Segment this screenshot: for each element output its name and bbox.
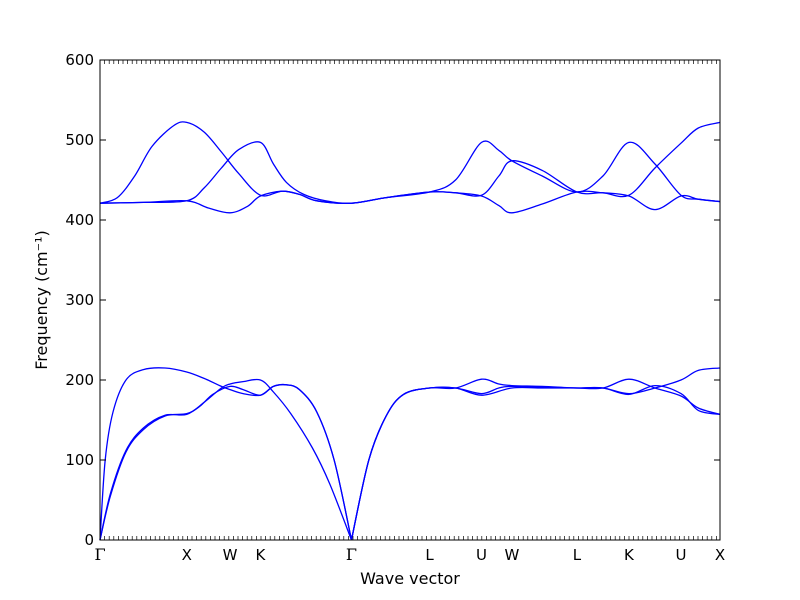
y-tick-label: 500 <box>65 131 94 149</box>
y-axis-label: Frequency (cm⁻¹) <box>32 230 51 369</box>
dispersion-lines <box>99 121 721 541</box>
phonon-branch-9 <box>99 121 721 204</box>
x-tick-label: Γ <box>346 545 357 564</box>
x-axis-label: Wave vector <box>360 569 460 588</box>
x-tick-label: L <box>425 546 434 564</box>
x-tick-label: X <box>715 546 725 564</box>
x-tick-label: K <box>255 546 266 564</box>
y-tick-label: 300 <box>65 291 94 309</box>
y-tick-label: 0 <box>84 531 94 549</box>
y-tick-label: 100 <box>65 451 94 469</box>
y-tick-label: 200 <box>65 371 94 389</box>
phonon-branch-8 <box>99 140 721 204</box>
x-tick-label: X <box>182 546 192 564</box>
y-tick-label: 400 <box>65 211 94 229</box>
phonon-branch-6 <box>350 367 721 541</box>
x-tick-label: W <box>223 546 238 564</box>
x-tick-label: U <box>675 546 686 564</box>
x-tick-label: Γ <box>94 545 105 564</box>
x-tick-label: W <box>504 546 519 564</box>
x-tick-label: K <box>624 546 635 564</box>
phonon-branch-2 <box>99 378 353 541</box>
y-tick-label: 600 <box>65 51 94 69</box>
y-axis-ticks: 0 100 200 300 400 500 600 <box>65 51 720 549</box>
x-axis-minor-ticks <box>99 60 717 540</box>
x-tick-label: U <box>476 546 487 564</box>
phonon-branch-3 <box>99 367 353 541</box>
x-tick-label: L <box>573 546 582 564</box>
